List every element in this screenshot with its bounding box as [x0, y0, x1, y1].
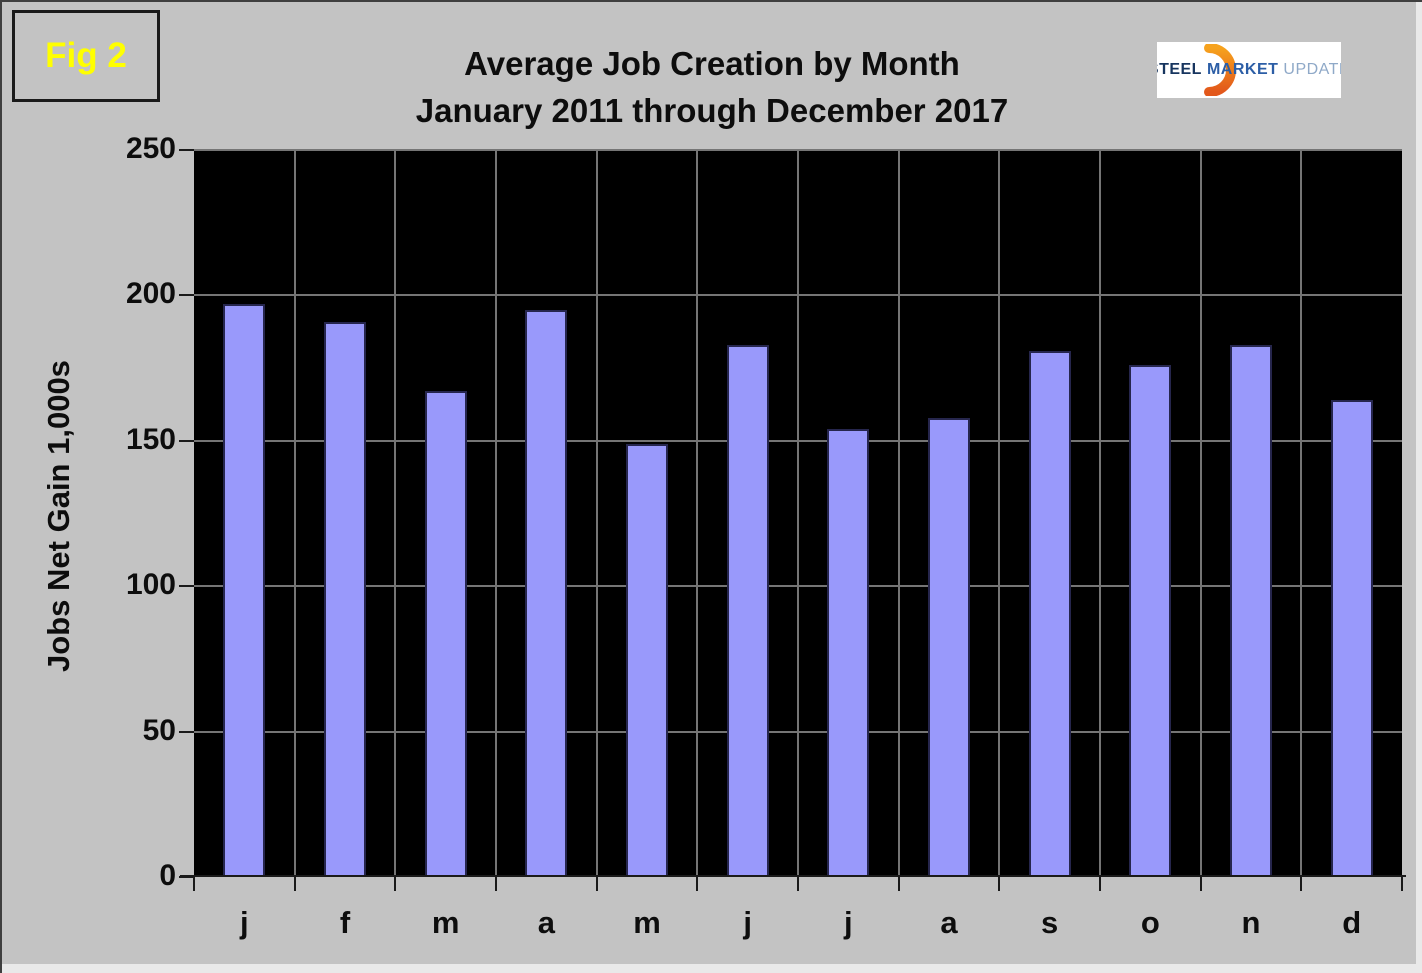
figure-label: Fig 2 — [45, 36, 127, 75]
x-tick-label: a — [537, 905, 555, 940]
logo-crescent-icon — [1204, 44, 1236, 96]
bar-a-3 — [525, 309, 568, 877]
x-axis-tick — [293, 877, 296, 891]
gridline-vertical — [394, 150, 397, 877]
y-axis-title: Jobs Net Gain 1,000s — [41, 360, 76, 672]
x-axis-tick — [495, 877, 497, 891]
x-axis-tick — [1099, 877, 1101, 891]
gridline-vertical — [1300, 150, 1303, 877]
gridline-vertical — [897, 150, 900, 877]
y-axis-tick — [179, 439, 194, 442]
x-axis-tick — [797, 877, 799, 891]
chart-title-line2: January 2011 through December 2017 — [415, 92, 1009, 129]
gridline-vertical — [998, 150, 1001, 877]
x-tick-label: n — [1241, 905, 1261, 940]
logo-text: STEEL MARKET UPDATE — [1157, 42, 1341, 98]
x-tick-label: j — [844, 905, 853, 940]
plot-area — [194, 149, 1402, 877]
x-tick-label: o — [1140, 905, 1160, 940]
x-tick-label: d — [1342, 905, 1362, 940]
gridline-vertical — [1099, 150, 1101, 877]
y-tick-label: 250 — [125, 132, 176, 165]
window-edge-right — [1416, 2, 1422, 973]
x-axis-line — [180, 875, 1406, 877]
y-axis-tick — [179, 876, 194, 878]
bar-s-8 — [1028, 350, 1071, 877]
bar-o-9 — [1129, 365, 1172, 877]
bar-f-1 — [324, 321, 366, 877]
y-tick-label: 100 — [125, 568, 176, 602]
gridline-vertical — [797, 150, 799, 877]
x-axis-tick — [595, 877, 598, 891]
x-axis-tick — [1199, 877, 1202, 891]
y-tick-label: 200 — [125, 277, 176, 311]
y-tick-label: 150 — [125, 422, 176, 456]
figure-label-box: Fig 2 — [12, 10, 160, 102]
x-tick-label: m — [431, 905, 460, 940]
chart-title-block: Average Job Creation by Month January 20… — [2, 40, 1422, 134]
y-axis-tick — [179, 294, 194, 297]
x-tick-label: m — [633, 905, 661, 940]
gridline-vertical — [293, 150, 296, 877]
x-axis-tick — [1300, 877, 1303, 891]
bar-j-5 — [726, 344, 769, 877]
x-tick-label: a — [940, 905, 958, 940]
x-axis-tick — [998, 877, 1001, 891]
window-edge-bottom — [2, 964, 1422, 973]
y-axis-tick — [179, 585, 194, 588]
x-tick-label: j — [743, 905, 752, 940]
y-tick-label: 0 — [159, 859, 176, 892]
x-axis-tick — [394, 877, 397, 891]
x-tick-label: j — [240, 905, 249, 940]
gridline-vertical — [495, 150, 497, 877]
gridline-vertical — [1199, 150, 1202, 877]
chart-title-line1: Average Job Creation by Month — [464, 45, 960, 82]
x-axis-tick — [193, 877, 195, 891]
bar-m-2 — [424, 391, 467, 877]
x-axis-tick — [897, 877, 900, 891]
x-tick-label: f — [339, 905, 351, 940]
bar-d-11 — [1330, 400, 1373, 877]
x-axis-tick — [696, 877, 699, 891]
logo-word-update: UPDATE — [1283, 61, 1341, 78]
bar-j-0 — [223, 304, 266, 877]
gridline-vertical — [595, 150, 598, 877]
bar-j-6 — [827, 429, 870, 877]
x-axis-tick — [1401, 877, 1403, 891]
logo-word-steel: STEEL — [1157, 61, 1202, 78]
y-axis-tick — [179, 730, 194, 733]
bar-n-10 — [1230, 344, 1272, 877]
y-axis-tick — [179, 149, 194, 151]
bar-a-7 — [928, 417, 970, 877]
x-tick-label: s — [1041, 905, 1059, 940]
gridline-vertical — [696, 150, 699, 877]
steel-market-update-logo: STEEL MARKET UPDATE — [1157, 42, 1341, 98]
bar-m-4 — [626, 443, 668, 877]
y-tick-label: 50 — [142, 713, 176, 747]
logo-word-market: MARKET — [1206, 61, 1279, 78]
